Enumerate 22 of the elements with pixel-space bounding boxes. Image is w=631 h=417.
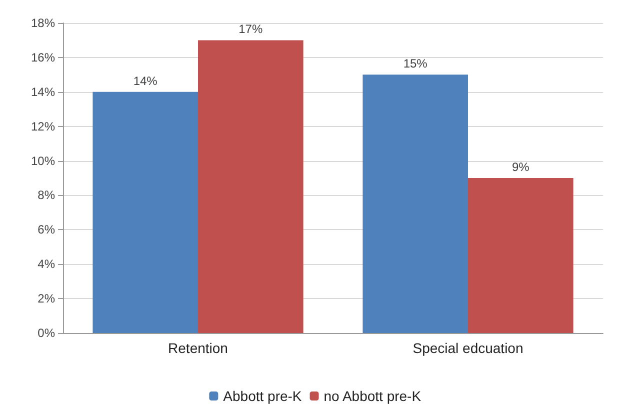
y-tick-label: 18% xyxy=(30,16,56,30)
y-tick-label: 2% xyxy=(38,292,56,306)
y-tick-label: 14% xyxy=(30,84,56,99)
bar xyxy=(362,74,468,333)
y-tick-label: 12% xyxy=(30,119,56,134)
bar xyxy=(92,92,198,333)
y-tick-label: 0% xyxy=(38,326,56,340)
y-tick-label: 4% xyxy=(38,257,56,272)
data-label: 15% xyxy=(403,56,428,71)
y-tick-label: 16% xyxy=(30,50,56,64)
y-tick-label: 6% xyxy=(38,222,56,237)
bar xyxy=(468,178,574,333)
data-label: 14% xyxy=(133,74,158,88)
data-label: 9% xyxy=(512,160,530,174)
legend-label: no Abbott pre-K xyxy=(324,388,422,404)
data-label: 17% xyxy=(238,22,263,36)
y-tick-label: 8% xyxy=(38,188,56,202)
bar xyxy=(198,40,304,333)
y-tick-label: 10% xyxy=(30,154,56,168)
x-tick-label: Special edcuation xyxy=(412,340,524,356)
x-tick-label: Retention xyxy=(168,340,228,356)
legend-label: Abbott pre-K xyxy=(223,388,302,404)
